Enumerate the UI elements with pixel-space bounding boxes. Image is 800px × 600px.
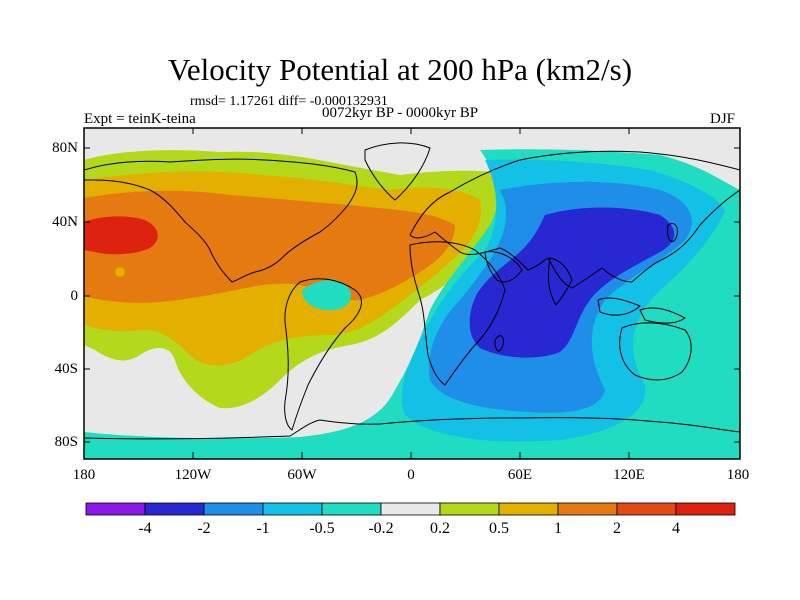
- field-pos-4-pacific: [84, 216, 158, 255]
- coast-south-america: [284, 278, 363, 431]
- lon-tick-marks: [83, 128, 630, 459]
- colorbar-swatch: [85, 502, 146, 516]
- experiment-label: Expt = teinK-teina: [84, 111, 196, 127]
- period-label: 0072kyr BP - 0000kyr BP: [322, 105, 479, 121]
- colorbar-swatch: [321, 502, 382, 516]
- field-neg-0-2-atlantic: [302, 280, 351, 311]
- colorbar-label: 0.5: [489, 520, 509, 537]
- contour-field: [84, 128, 740, 459]
- coast-greenland: [364, 142, 431, 201]
- lat-label: 80S: [54, 434, 78, 450]
- coast-japan: [667, 223, 678, 242]
- field-pos-spot: [115, 267, 125, 277]
- lat-tick-marks: [84, 147, 740, 443]
- coastlines: [84, 142, 740, 440]
- map-frame: [83, 127, 741, 460]
- coast-antarctica: [84, 417, 740, 440]
- coast-maritime: [597, 297, 686, 324]
- coast-india: [547, 257, 573, 306]
- coast-arabia: [484, 251, 523, 283]
- colorbar-label: 0.2: [430, 520, 450, 537]
- colorbar-label: -1: [256, 520, 270, 537]
- colorbar-swatch: [144, 502, 205, 516]
- colorbar-label: -0.2: [368, 520, 394, 537]
- lon-label: 0: [407, 467, 415, 483]
- colorbar-swatch: [498, 502, 559, 516]
- coast-australia: [619, 322, 692, 381]
- colorbar-swatch: [439, 502, 500, 516]
- coast-eurasia: [409, 150, 740, 289]
- colorbar-swatch: [616, 502, 677, 516]
- colorbar-swatch: [203, 502, 264, 516]
- colorbar-label: -2: [197, 520, 211, 537]
- colorbar-swatch: [262, 502, 323, 516]
- colorbar-swatch: [380, 502, 441, 516]
- lat-label: 0: [70, 288, 79, 304]
- lon-label: 60W: [287, 467, 317, 483]
- colorbar-label: 1: [554, 520, 562, 537]
- lat-label: 80N: [52, 140, 78, 156]
- lat-label: 40S: [54, 361, 78, 377]
- colorbar-label: 2: [613, 520, 621, 537]
- colorbar: [85, 502, 736, 516]
- plot-title: Velocity Potential at 200 hPa (km2/s): [167, 52, 633, 87]
- season-label: DJF: [710, 111, 736, 127]
- colorbar-label: -4: [138, 520, 152, 537]
- coast-madagascar: [494, 335, 504, 352]
- lon-label: 120E: [613, 467, 645, 483]
- colorbar-label: -0.5: [309, 520, 335, 537]
- field-pos-1-west: [84, 190, 455, 303]
- lon-label: 180: [72, 467, 96, 483]
- lon-label: 180: [726, 467, 750, 483]
- lon-label: 60E: [507, 467, 533, 483]
- field-neg-2: [469, 207, 675, 358]
- colorbar-swatch: [675, 502, 736, 516]
- coast-north-america: [84, 158, 358, 283]
- colorbar-label: 4: [672, 520, 680, 537]
- colorbar-swatch: [557, 502, 618, 516]
- lat-label: 40N: [52, 214, 78, 230]
- coast-africa: [409, 241, 506, 386]
- lon-label: 120W: [174, 467, 212, 483]
- stats-line: rmsd= 1.17261 diff= -0.000132931: [190, 94, 388, 109]
